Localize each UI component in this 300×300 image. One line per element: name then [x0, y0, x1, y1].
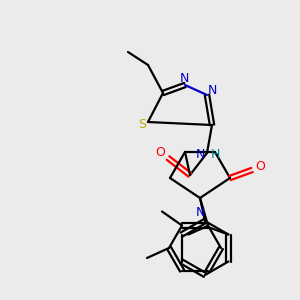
Text: N: N — [179, 73, 189, 85]
Text: N: N — [195, 206, 205, 219]
Text: N: N — [207, 83, 217, 97]
Text: H: H — [210, 148, 220, 160]
Text: O: O — [155, 146, 165, 160]
Text: O: O — [255, 160, 265, 173]
Text: S: S — [138, 118, 146, 130]
Text: N: N — [195, 148, 205, 160]
